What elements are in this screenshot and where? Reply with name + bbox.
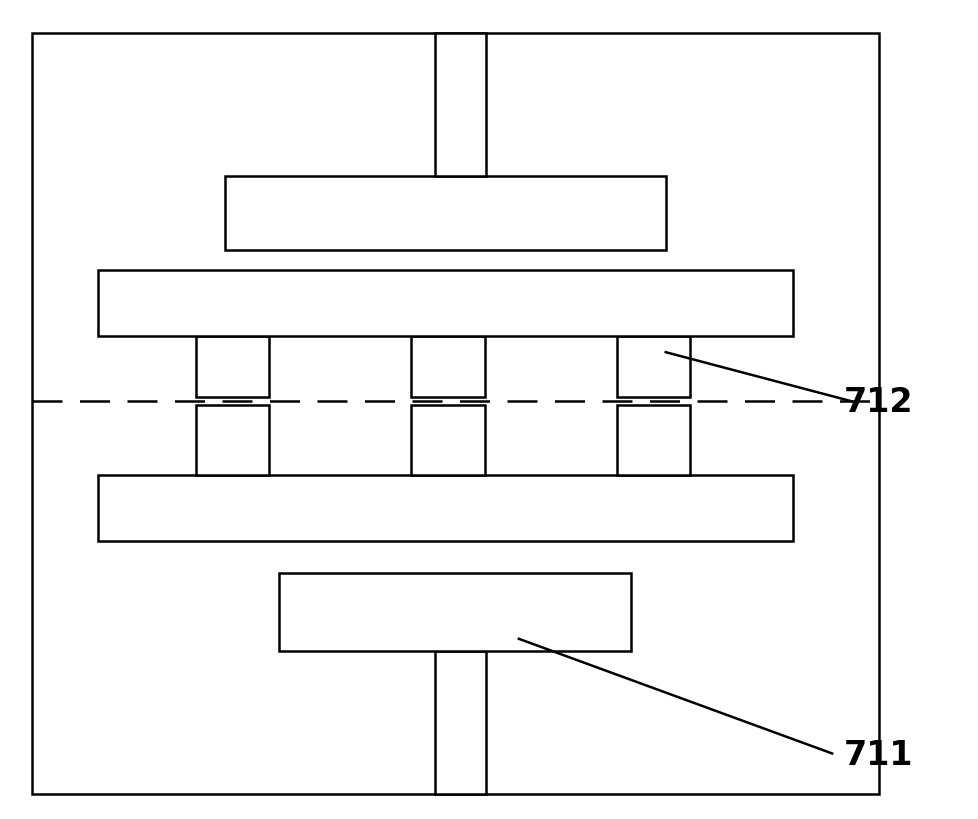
- Bar: [434, 33, 485, 176]
- Bar: [98, 475, 792, 541]
- Bar: [616, 405, 689, 475]
- Bar: [98, 270, 792, 336]
- Bar: [196, 336, 269, 397]
- Text: 711: 711: [843, 739, 912, 771]
- Bar: [279, 573, 631, 651]
- Bar: [225, 176, 665, 250]
- Bar: [616, 336, 689, 397]
- Bar: [196, 405, 269, 475]
- Text: 712: 712: [843, 387, 912, 419]
- Bar: [411, 336, 484, 397]
- Bar: [411, 405, 484, 475]
- Bar: [32, 33, 878, 794]
- Bar: [434, 651, 485, 794]
